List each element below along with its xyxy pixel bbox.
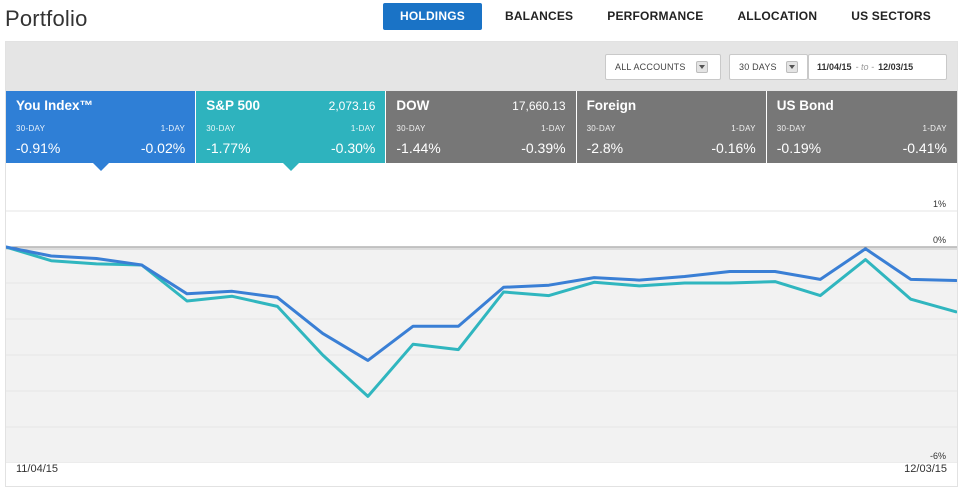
series-line <box>6 245 957 398</box>
index-cards: You Index™ 30-DAY 1-DAY -0.91% -0.02% S&… <box>6 91 957 171</box>
index-card-you-index[interactable]: You Index™ 30-DAY 1-DAY -0.91% -0.02% <box>6 91 197 171</box>
chevron-down-icon[interactable] <box>696 61 708 73</box>
card-name: Foreign <box>586 98 637 113</box>
y-tick-label: 0% <box>933 235 946 245</box>
card-1-day-label: 1-DAY <box>350 124 376 133</box>
y-tick-label: 1% <box>933 199 946 209</box>
period-select-value: 30 DAYS <box>739 62 777 72</box>
card-30-day-value: -0.19% <box>776 140 822 156</box>
card-30-day-value: -1.77% <box>206 140 251 156</box>
index-card-us-bond[interactable]: US Bond 30-DAY 1-DAY -0.19% -0.41% <box>766 91 957 163</box>
series-line <box>6 245 957 362</box>
date-from[interactable]: 11/04/15 <box>817 62 852 72</box>
index-card-dow[interactable]: DOW 17,660.13 30-DAY 1-DAY -1.44% -0.39% <box>386 91 577 163</box>
selected-pointer-icon <box>93 163 109 171</box>
card-30-day-label: 30-DAY <box>396 124 426 133</box>
card-name: You Index™ <box>16 98 94 113</box>
card-name: S&P 500 <box>206 98 260 113</box>
card-30-day-value: -0.91% <box>16 140 61 156</box>
page-title: Portfolio <box>5 6 88 31</box>
card-30-day-label: 30-DAY <box>16 124 46 133</box>
card-1-day-label: 1-DAY <box>731 124 756 133</box>
index-card-sp500[interactable]: S&P 500 2,073.16 30-DAY 1-DAY -1.77% -0.… <box>196 91 387 171</box>
x-axis-start-label: 11/04/15 <box>16 463 59 475</box>
index-card-foreign[interactable]: Foreign 30-DAY 1-DAY -2.8% -0.16% <box>576 91 767 163</box>
selected-pointer-icon <box>283 163 300 171</box>
card-30-day-label: 30-DAY <box>206 124 236 133</box>
chevron-down-icon[interactable] <box>786 61 798 73</box>
tab-holdings[interactable]: HOLDINGS <box>383 3 482 30</box>
tab-performance[interactable]: PERFORMANCE <box>607 9 704 23</box>
card-1-day-label: 1-DAY <box>541 124 566 133</box>
date-to[interactable]: 12/03/15 <box>878 62 914 72</box>
card-1-day-value: -0.02% <box>140 140 186 156</box>
card-price: 2,073.16 <box>328 99 376 113</box>
card-30-day-label: 30-DAY <box>586 124 616 133</box>
accounts-select[interactable]: ALL ACCOUNTS <box>605 54 721 80</box>
tab-allocation[interactable]: ALLOCATION <box>737 9 818 23</box>
card-1-day-value: -0.30% <box>331 140 376 156</box>
card-30-day-value: -2.8% <box>586 140 624 156</box>
card-1-day-label: 1-DAY <box>160 124 186 133</box>
performance-panel: ALL ACCOUNTS 30 DAYS 11/04/15- to -12/03… <box>5 41 958 487</box>
tab-balances[interactable]: BALANCES <box>504 9 574 23</box>
main-nav: HOLDINGS BALANCES PERFORMANCE ALLOCATION… <box>383 3 948 30</box>
date-range-picker[interactable]: 11/04/15- to -12/03/15 <box>808 54 947 80</box>
card-1-day-value: -0.39% <box>521 140 566 156</box>
card-price: 17,660.13 <box>512 99 566 113</box>
card-30-day-label: 30-DAY <box>776 124 806 133</box>
accounts-select-value: ALL ACCOUNTS <box>615 62 686 72</box>
card-1-day-value: -0.41% <box>902 140 947 156</box>
panel-toolbar: ALL ACCOUNTS 30 DAYS 11/04/15- to -12/03… <box>6 42 957 91</box>
x-axis-end-label: 12/03/15 <box>904 463 947 475</box>
period-select[interactable]: 30 DAYS <box>729 54 808 80</box>
date-range-separator: - to - <box>855 62 875 72</box>
y-tick-label: -6% <box>930 451 946 461</box>
performance-chart: 1% 0% -6% <box>6 199 957 463</box>
card-1-day-value: -0.16% <box>711 140 756 156</box>
card-name: DOW <box>396 98 430 113</box>
card-1-day-label: 1-DAY <box>922 124 947 133</box>
card-name: US Bond <box>776 98 834 113</box>
tab-us-sectors[interactable]: US SECTORS <box>851 9 931 23</box>
card-30-day-value: -1.44% <box>396 140 441 156</box>
